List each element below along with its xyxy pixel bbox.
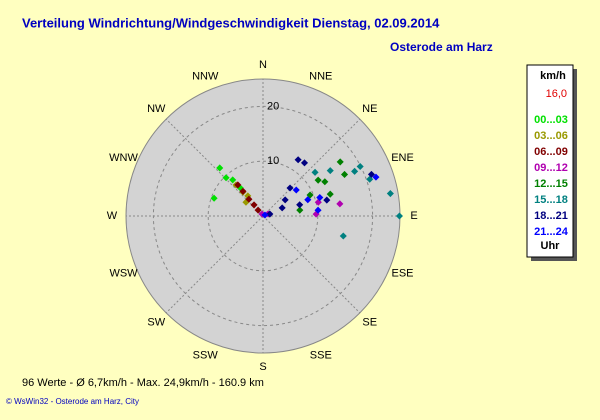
footer: 96 Werte - Ø 6,7km/h - Max. 24,9km/h - 1…: [22, 377, 264, 389]
data-point: [266, 210, 274, 218]
data-point: [286, 184, 294, 192]
legend-label: 21...24: [534, 226, 569, 238]
legend-value: 16,0: [546, 88, 567, 100]
data-point: [304, 196, 312, 204]
data-point: [372, 173, 380, 181]
chart-title: Verteilung Windrichtung/Windgeschwindigk…: [22, 15, 440, 30]
data-point: [250, 201, 258, 209]
data-point: [292, 186, 300, 194]
data-point: [229, 176, 237, 184]
data-point: [326, 167, 334, 175]
data-point: [296, 201, 304, 209]
legend-box: [526, 64, 574, 258]
legend-label: 03...06: [534, 130, 568, 142]
data-point: [300, 159, 309, 167]
direction-label: NW: [147, 103, 166, 115]
legend-label: 15...18: [534, 194, 568, 206]
data-point: [278, 204, 286, 212]
data-point: [314, 206, 322, 214]
data-point: [222, 174, 230, 182]
credit: © WsWin32 - Osterode am Harz, City: [6, 397, 139, 406]
data-point: [210, 194, 218, 202]
direction-label: SW: [147, 317, 165, 329]
spoke: [165, 215, 264, 314]
data-point: [321, 178, 329, 186]
direction-label: NNW: [192, 70, 219, 82]
data-point: [336, 200, 344, 208]
data-point: [356, 162, 364, 171]
data-point: [323, 196, 331, 204]
data-point: [239, 187, 247, 195]
data-point: [351, 167, 359, 175]
data-point: [395, 212, 403, 220]
direction-label: SSW: [193, 349, 219, 361]
data-point: [367, 170, 375, 178]
data-point: [311, 168, 319, 176]
data-point: [316, 194, 324, 202]
spoke: [262, 118, 361, 217]
grid-ring: [152, 105, 374, 327]
r-tick-label: 20: [267, 100, 279, 112]
direction-label: SE: [362, 317, 377, 329]
legend-label: 00...03: [534, 114, 568, 126]
data-point: [336, 158, 344, 166]
direction-label: NNE: [309, 70, 332, 82]
data-point: [296, 206, 304, 214]
direction-label: WNW: [109, 152, 138, 164]
legend-footer: Uhr: [541, 240, 561, 252]
r-tick-label: 10: [267, 155, 279, 167]
legend-label: 18...21: [534, 210, 568, 222]
legend-label: 12...15: [534, 178, 568, 190]
direction-label: E: [410, 210, 417, 222]
legend-title: km/h: [540, 70, 566, 82]
data-point: [294, 156, 302, 164]
data-point: [339, 232, 347, 240]
legend-label: 06...09: [534, 146, 568, 158]
data-point: [234, 181, 242, 189]
direction-label: NE: [362, 103, 377, 115]
data-point: [216, 164, 224, 172]
direction-label: W: [107, 210, 118, 222]
spoke: [262, 215, 361, 314]
data-point: [314, 176, 322, 184]
direction-label: ESE: [391, 268, 413, 280]
data-point: [281, 196, 289, 204]
direction-label: S: [259, 361, 266, 373]
data-point: [326, 190, 334, 198]
direction-label: N: [259, 59, 267, 71]
data-point: [341, 170, 349, 178]
spoke: [165, 118, 264, 217]
legend-label: 09...12: [534, 162, 568, 174]
data-point: [386, 190, 394, 198]
direction-label: SSE: [310, 349, 332, 361]
direction-label: WSW: [109, 268, 138, 280]
data-point: [261, 211, 269, 219]
direction-label: ENE: [391, 152, 414, 164]
chart-subtitle: Osterode am Harz: [390, 40, 493, 54]
data-point: [245, 195, 253, 203]
